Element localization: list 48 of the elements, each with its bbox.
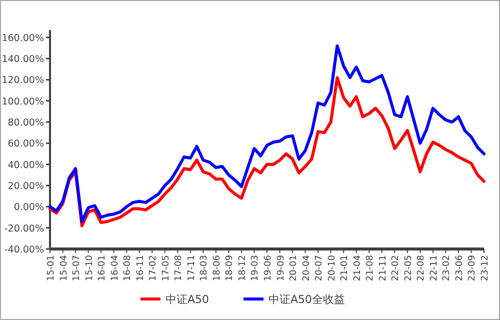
x-tick-label: 18-12 <box>238 255 248 282</box>
y-tick-label: -40.00% <box>4 244 44 256</box>
x-tick-label: 18-09 <box>225 254 236 282</box>
x-tick-label: 21-01 <box>340 255 350 282</box>
x-tick-label: 20-10 <box>327 254 338 282</box>
y-tick-label: -20.00% <box>4 223 44 234</box>
x-tick-label: 17-08 <box>174 254 184 282</box>
x-tick-label: 15-01 <box>46 255 56 282</box>
y-tick-label: 40.00% <box>8 160 44 171</box>
y-tick-label: 60.00% <box>8 138 44 150</box>
x-tick-label: 19-06 <box>264 254 274 282</box>
x-tick-label: 23-02 <box>442 255 452 282</box>
x-tick-label: 16-11 <box>136 255 146 282</box>
y-tick-label: 140.00% <box>2 54 44 66</box>
x-tick-label: 18-03 <box>200 255 210 282</box>
x-tick-label: 22-08 <box>416 254 427 282</box>
x-tick-label: 20-04 <box>302 254 312 282</box>
x-tick-label: 16-01 <box>98 255 108 282</box>
x-tick-label: 16-04 <box>110 254 120 282</box>
x-tick-label: 21-11 <box>378 255 388 282</box>
x-tick-label: 17-02 <box>148 255 159 282</box>
y-tick-label: 80.00% <box>8 118 44 129</box>
x-tick-label: 22-11 <box>429 255 440 282</box>
x-tick-label: 23-09 <box>468 254 478 282</box>
legend-label: 中证A50全收益 <box>268 293 346 306</box>
x-tick-label: 17-05 <box>161 255 172 282</box>
x-tick-label: 20-01 <box>289 255 300 282</box>
y-tick-label: 0.00% <box>14 202 44 214</box>
y-tick-label: 20.00% <box>8 181 44 192</box>
x-tick-label: 22-05 <box>404 255 414 282</box>
x-tick-label: 20-07 <box>314 255 325 282</box>
x-tick-label: 19-09 <box>276 254 286 282</box>
x-tick-label: 23-12 <box>480 255 490 282</box>
y-tick-label: 120.00% <box>2 75 44 86</box>
x-tick-label: 17-11 <box>186 255 197 282</box>
x-tick-label: 18-06 <box>212 254 222 282</box>
x-tick-label: 21-04 <box>352 254 363 282</box>
legend-label: 中证A50 <box>166 293 210 306</box>
x-tick-label: 22-02 <box>391 255 402 282</box>
x-tick-label: 21-08 <box>366 254 376 282</box>
x-tick-label: 15-04 <box>59 254 70 282</box>
x-tick-label: 16-08 <box>123 254 134 282</box>
x-tick-label: 19-03 <box>250 255 261 282</box>
x-tick-label: 23-06 <box>454 254 465 282</box>
x-tick-label: 15-10 <box>84 254 95 282</box>
y-tick-label: 160.00% <box>2 32 44 44</box>
y-tick-label: 100.00% <box>2 96 44 108</box>
x-tick-label: 15-07 <box>72 255 82 282</box>
